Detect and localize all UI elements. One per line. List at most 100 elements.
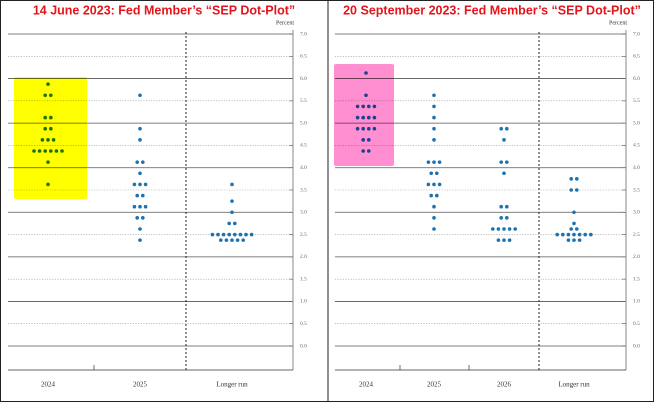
dot xyxy=(426,182,431,187)
dot xyxy=(432,227,436,231)
dot xyxy=(505,160,509,164)
dot xyxy=(143,182,148,187)
x-tick-label: 2025 xyxy=(427,381,442,389)
y-tick-label: 4.5 xyxy=(633,143,640,149)
dot xyxy=(210,232,215,237)
dot xyxy=(135,193,139,198)
dot xyxy=(577,232,582,237)
dot xyxy=(432,204,436,209)
dot xyxy=(505,126,509,131)
y-tick-label: 2.0 xyxy=(300,254,307,260)
dot xyxy=(224,238,229,242)
x-tick-label: Longer run xyxy=(558,381,590,389)
y-tick-label: 7.0 xyxy=(633,31,640,37)
dot xyxy=(502,227,506,231)
dot xyxy=(566,232,571,237)
y-tick-label: 5.5 xyxy=(300,98,307,104)
dot xyxy=(138,126,142,131)
y-tick-label: 1.5 xyxy=(300,276,307,282)
dot xyxy=(141,160,145,164)
chart-title: 20 September 2023: Fed Member’s “SEP Dot… xyxy=(343,3,641,17)
chart-title: 14 June 2023: Fed Member’s “SEP Dot-Plot… xyxy=(33,3,295,17)
dot xyxy=(244,232,248,237)
dot xyxy=(502,238,506,242)
dot xyxy=(572,221,576,226)
y-tick-label: 5.0 xyxy=(300,120,307,126)
dot xyxy=(238,232,243,237)
y-tick-label: 6.0 xyxy=(300,76,307,82)
y-tick-label: 3.5 xyxy=(300,187,307,193)
dot xyxy=(249,232,254,237)
dot xyxy=(499,204,504,209)
highlight xyxy=(14,77,87,199)
dot xyxy=(496,238,501,242)
dot xyxy=(432,115,436,120)
y-tick-label: 3.0 xyxy=(300,210,307,216)
dot xyxy=(426,160,431,164)
dot xyxy=(505,204,509,209)
y-tick-label: 4.5 xyxy=(300,143,307,149)
dot xyxy=(575,177,579,181)
x-tick-label: 2025 xyxy=(133,381,148,389)
y-tick-label: 0.0 xyxy=(633,343,640,349)
y-tick-label: 0.5 xyxy=(633,321,640,327)
dot xyxy=(432,138,436,142)
y-tick-label: 2.5 xyxy=(633,232,640,238)
y-tick-label: 1.0 xyxy=(300,299,307,305)
dot xyxy=(221,232,226,237)
x-tick-label: 2024 xyxy=(41,381,56,389)
y-tick-label: 4.0 xyxy=(300,165,307,171)
dot xyxy=(496,227,501,231)
x-tick-label: 2024 xyxy=(359,381,374,389)
dot xyxy=(132,182,137,187)
dot xyxy=(135,160,139,164)
dot xyxy=(227,221,231,226)
dot xyxy=(432,182,436,187)
y-tick-label: 2.0 xyxy=(633,254,640,260)
y-tick-label: 6.0 xyxy=(633,76,640,82)
y-tick-label: 5.5 xyxy=(633,98,640,104)
dot xyxy=(227,232,231,237)
y-tick-label: 4.0 xyxy=(633,165,640,171)
y-axis-label: Percent xyxy=(609,20,627,26)
dot xyxy=(572,238,576,242)
dot xyxy=(138,182,142,187)
dot xyxy=(499,126,504,131)
dot xyxy=(435,171,439,176)
dot xyxy=(230,182,234,187)
dot xyxy=(432,104,436,109)
dot xyxy=(230,210,234,215)
dot xyxy=(499,160,504,164)
dot xyxy=(555,232,559,237)
dot xyxy=(502,138,506,142)
dot xyxy=(233,221,237,226)
dot xyxy=(138,171,142,176)
dot xyxy=(230,199,234,203)
dot xyxy=(575,227,579,231)
y-tick-label: 1.0 xyxy=(633,299,640,305)
dot xyxy=(219,238,223,242)
dot xyxy=(569,227,573,231)
dot xyxy=(429,193,434,198)
dot xyxy=(235,238,240,242)
dot xyxy=(499,216,504,220)
dot xyxy=(437,182,442,187)
dot xyxy=(230,238,234,242)
dot xyxy=(507,227,512,231)
dot xyxy=(507,238,512,242)
y-tick-label: 6.5 xyxy=(300,54,307,60)
dot xyxy=(143,204,148,209)
dot xyxy=(138,138,142,142)
dot xyxy=(138,93,142,98)
dot xyxy=(577,238,582,242)
dot xyxy=(491,227,495,231)
dot xyxy=(561,232,565,237)
dot xyxy=(513,227,517,231)
dot xyxy=(233,232,237,237)
dot xyxy=(435,193,439,198)
y-tick-label: 7.0 xyxy=(300,31,307,37)
dot xyxy=(141,216,145,220)
dot xyxy=(432,216,436,220)
